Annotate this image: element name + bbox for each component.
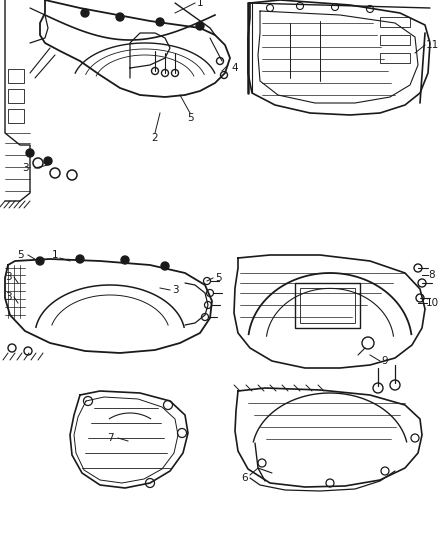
Circle shape xyxy=(26,149,34,157)
Text: 5: 5 xyxy=(187,113,193,123)
Bar xyxy=(295,283,360,328)
Text: 5: 5 xyxy=(17,250,23,260)
Text: 8: 8 xyxy=(429,270,435,280)
Text: 9: 9 xyxy=(381,356,389,366)
Text: 3: 3 xyxy=(22,163,28,173)
Text: 7: 7 xyxy=(107,433,113,443)
Bar xyxy=(380,35,410,45)
Circle shape xyxy=(161,262,169,270)
Bar xyxy=(8,109,24,123)
Circle shape xyxy=(116,13,124,21)
Text: 3: 3 xyxy=(5,292,11,302)
Circle shape xyxy=(76,255,84,263)
Circle shape xyxy=(44,157,52,165)
Bar xyxy=(300,288,355,323)
Text: 10: 10 xyxy=(425,298,438,308)
Text: 11: 11 xyxy=(425,40,438,50)
Text: 3: 3 xyxy=(5,272,11,282)
Text: 2: 2 xyxy=(152,133,158,143)
Bar xyxy=(8,89,24,103)
Text: 1: 1 xyxy=(52,250,58,260)
Circle shape xyxy=(81,9,89,17)
Circle shape xyxy=(196,22,204,30)
Bar xyxy=(380,17,410,27)
Circle shape xyxy=(156,18,164,26)
Text: 4: 4 xyxy=(232,63,238,73)
Text: 1: 1 xyxy=(197,0,203,8)
Text: 5: 5 xyxy=(215,273,221,283)
Bar xyxy=(8,69,24,83)
Circle shape xyxy=(121,256,129,264)
Text: 6: 6 xyxy=(242,473,248,483)
Circle shape xyxy=(36,257,44,265)
Bar xyxy=(380,53,410,63)
Text: 3: 3 xyxy=(172,285,178,295)
